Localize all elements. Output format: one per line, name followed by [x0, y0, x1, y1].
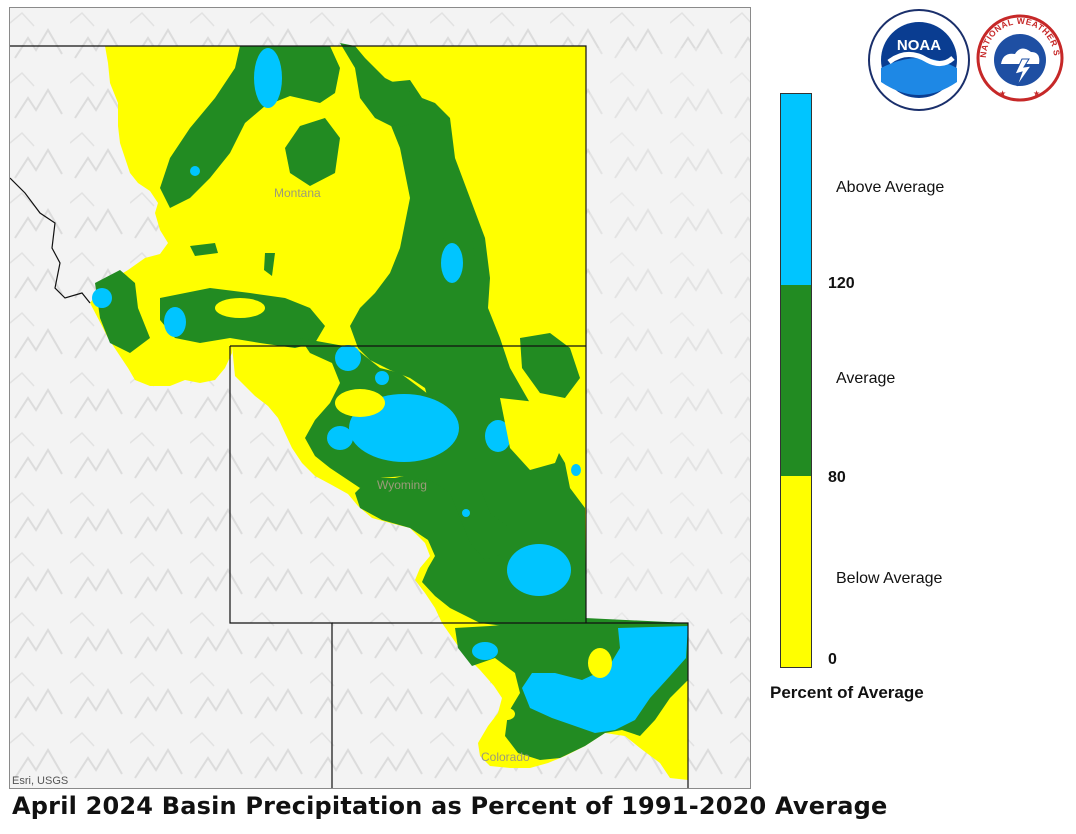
legend-label-below-average: Below Average: [836, 570, 943, 587]
legend-band-above-average: [781, 94, 811, 285]
below-average-islands: [215, 298, 612, 720]
state-boundaries: [10, 45, 689, 788]
state-label-montana: Montana: [274, 186, 321, 200]
legend-band-average: [781, 285, 811, 476]
legend-title: Percent of Average: [770, 683, 924, 702]
map-canvas: [10, 8, 750, 788]
state-label-colorado: Colorado: [481, 750, 530, 764]
legend-break-120: 120: [828, 275, 855, 292]
svg-text:★: ★: [1033, 89, 1040, 98]
legend-color-bar: [780, 93, 812, 668]
legend-label-average: Average: [836, 370, 896, 387]
noaa-logo: NOAA: [867, 8, 971, 112]
map-credit: Esri, USGS: [12, 775, 69, 787]
noaa-logo-text: NOAA: [897, 37, 941, 54]
map-title: April 2024 Basin Precipitation as Percen…: [12, 792, 888, 820]
legend-label-above-average: Above Average: [836, 179, 945, 196]
legend-break-80: 80: [828, 469, 846, 486]
montana-basin-area: [90, 46, 586, 386]
legend-band-below-average: [781, 476, 811, 667]
state-label-wyoming: Wyoming: [377, 478, 427, 492]
relief-shading: [590, 48, 750, 618]
national-weather-service-logo: NATIONAL WEATHER SERVICE ★ ★: [972, 0, 1065, 112]
map-panel[interactable]: Montana Wyoming Colorado Esri, USGS: [9, 7, 751, 789]
svg-text:★: ★: [999, 89, 1006, 98]
legend-break-0: 0: [828, 651, 837, 668]
